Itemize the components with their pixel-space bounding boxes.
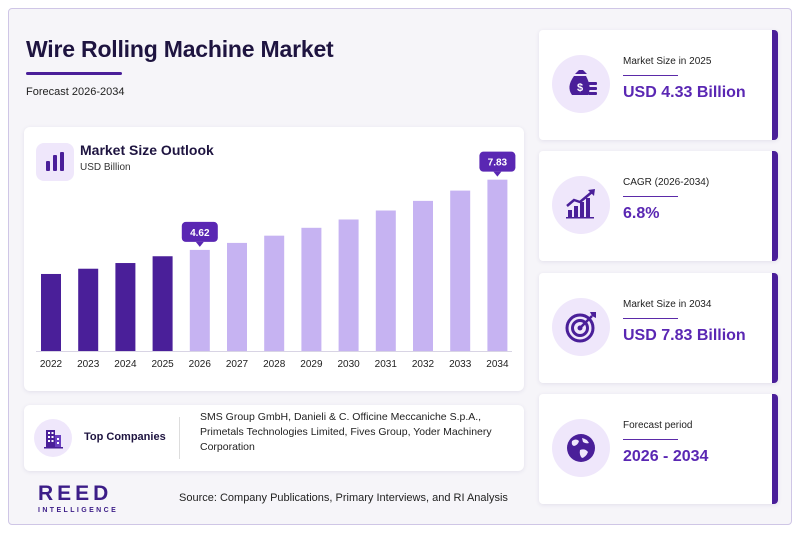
title-underline xyxy=(26,72,122,75)
bar-2024 xyxy=(115,263,136,351)
stat-rule xyxy=(623,439,678,440)
x-tick-label: 2030 xyxy=(337,359,360,370)
x-tick-label: 2034 xyxy=(486,359,509,370)
x-tick-label: 2029 xyxy=(300,359,323,370)
bar-2028 xyxy=(264,235,285,351)
chart-unit-label: USD Billion xyxy=(80,162,131,173)
chart-card: Market Size Outlook USD Billion 2022 2023… xyxy=(24,127,524,391)
bar-2032 xyxy=(413,200,433,351)
top-companies-label: Top Companies xyxy=(84,431,166,443)
bar-2022 xyxy=(41,273,61,351)
x-tick-label: 2032 xyxy=(412,359,435,370)
x-tick-label: 2022 xyxy=(40,359,63,370)
top-companies-list: SMS Group GmbH, Danieli & C. Officine Me… xyxy=(200,411,492,453)
stat-rule xyxy=(623,75,678,76)
target-icon xyxy=(552,298,610,356)
stat-card-market-2034: Market Size in 2034 USD 7.83 Billion xyxy=(539,273,778,383)
buildings-icon xyxy=(34,419,72,457)
x-tick-label: 2028 xyxy=(263,359,286,370)
stat-value: USD 4.33 Billion xyxy=(623,84,746,101)
bar-2023 xyxy=(78,268,99,351)
bar-chart: 2022 2023 2024 2025 2026 2027 2028 2029 2030 2031… xyxy=(36,151,516,370)
logo-sub-text: INTELLIGENCE xyxy=(38,507,119,514)
stat-value: USD 7.83 Billion xyxy=(623,327,746,344)
stat-label: Market Size in 2025 xyxy=(623,56,712,67)
bar-chart-icon xyxy=(36,143,74,181)
page-subtitle: Forecast 2026-2034 xyxy=(26,86,125,98)
data-label-2026: 4.62 xyxy=(190,228,210,239)
stat-value: 2026 - 2034 xyxy=(623,448,709,465)
bar-2026 xyxy=(189,249,210,351)
stat-rule xyxy=(623,318,678,319)
stat-label: Market Size in 2034 xyxy=(623,299,712,310)
stat-rule xyxy=(623,196,678,197)
page-title: Wire Rolling Machine Market xyxy=(26,36,334,62)
growth-chart-icon xyxy=(552,176,610,234)
x-tick-label: 2026 xyxy=(189,359,212,370)
reed-logo: REED INTELLIGENCE xyxy=(38,482,118,514)
money-bag-icon: $ xyxy=(552,55,610,113)
stat-card-forecast-period: Forecast period 2026 - 2034 xyxy=(539,394,778,504)
stat-value: 6.8% xyxy=(623,205,660,222)
data-label-box xyxy=(181,221,218,242)
x-tick-label: 2025 xyxy=(151,359,174,370)
bar-2033 xyxy=(450,190,471,351)
chart-title: Market Size Outlook xyxy=(80,142,214,158)
bar-2025 xyxy=(152,256,173,351)
bar-2031 xyxy=(375,210,396,351)
stat-label: CAGR (2026-2034) xyxy=(623,177,710,188)
stat-label: Forecast period xyxy=(623,420,693,431)
bar-2027 xyxy=(227,242,247,351)
logo-main-text: REED xyxy=(38,482,113,505)
x-tick-label: 2031 xyxy=(375,359,398,370)
bar-2030 xyxy=(338,219,359,351)
globe-icon xyxy=(552,419,610,477)
data-label-box xyxy=(479,151,516,172)
x-tick-label: 2033 xyxy=(449,359,472,370)
top-companies-card: Top Companies SMS Group GmbH, Danieli & … xyxy=(24,405,524,471)
x-tick-label: 2027 xyxy=(226,359,249,370)
x-tick-label: 2023 xyxy=(77,359,100,370)
data-label-pointer xyxy=(493,171,502,177)
svg-text:$: $ xyxy=(577,82,583,94)
divider xyxy=(179,417,180,459)
x-tick-label: 2024 xyxy=(114,359,137,370)
bar-2034 xyxy=(487,179,508,351)
bar-2029 xyxy=(301,227,322,351)
data-label-2034: 7.83 xyxy=(488,158,508,169)
data-label-pointer xyxy=(195,241,204,247)
source-note: Source: Company Publications, Primary In… xyxy=(179,492,508,504)
stat-card-cagr: CAGR (2026-2034) 6.8% xyxy=(539,151,778,261)
stat-card-market-2025: $ Market Size in 2025 USD 4.33 Billion xyxy=(539,30,778,140)
